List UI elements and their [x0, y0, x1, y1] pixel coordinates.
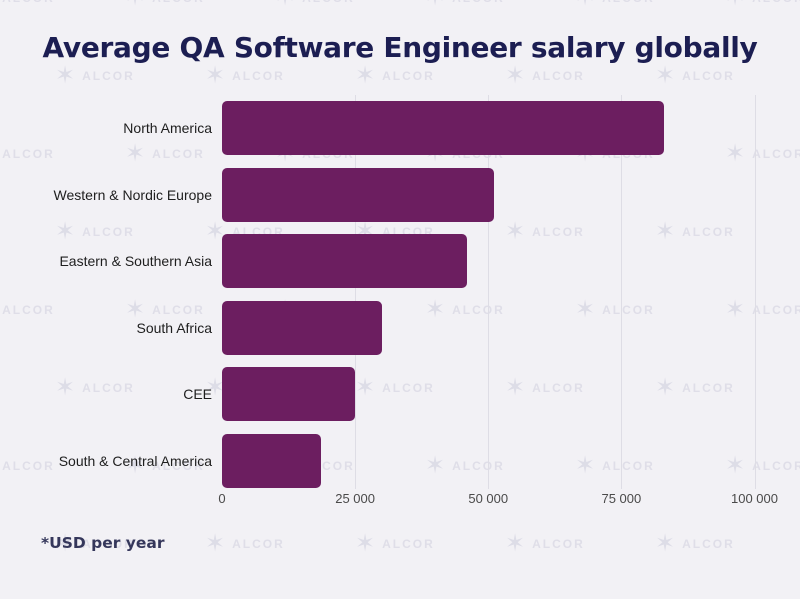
gridline-75000 [621, 95, 623, 489]
chart-title: Average QA Software Engineer salary glob… [42, 31, 758, 64]
category-label: South Africa [136, 319, 213, 336]
gridline-50000 [488, 95, 490, 489]
x-tick-label: 0 [218, 491, 226, 506]
chart-footnote: *USD per year [41, 534, 165, 552]
category-label: South & Central America [58, 452, 212, 469]
x-tick-label: 75 000 [601, 491, 642, 506]
gridline-100000 [754, 95, 756, 489]
category-label: Western & Nordic Europe [53, 186, 212, 203]
bar-eastern-southern-asia [222, 234, 467, 288]
x-tick-label: 100 000 [731, 491, 778, 506]
bar-north-america [222, 101, 664, 155]
gridline-25000 [355, 95, 357, 489]
bar-south-central-america [222, 433, 321, 488]
bar-cee [222, 367, 356, 421]
category-label: CEE [183, 386, 212, 402]
x-tick-label: 50 000 [468, 491, 509, 506]
x-tick-label: 25 000 [335, 491, 375, 506]
bar-western-nordic-europe [222, 167, 494, 222]
category-label: North America [123, 120, 212, 136]
category-label: Eastern & Southern Asia [59, 253, 212, 269]
bar-south-africa [222, 300, 382, 355]
